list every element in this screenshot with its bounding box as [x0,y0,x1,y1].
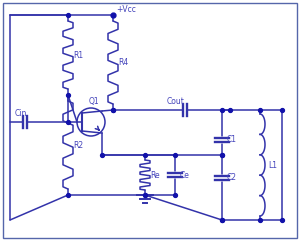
FancyBboxPatch shape [3,3,297,238]
Text: L1: L1 [268,161,277,169]
Text: Q1: Q1 [89,97,100,106]
Text: Ce: Ce [180,170,190,180]
Text: R4: R4 [118,58,128,67]
Text: R2: R2 [73,141,83,149]
Text: C2: C2 [227,174,237,182]
Text: C1: C1 [227,135,237,145]
Text: Cin: Cin [15,108,27,118]
Text: Re: Re [150,170,160,180]
Text: Cout: Cout [167,96,185,106]
Text: +Vcc: +Vcc [116,5,136,14]
Text: R1: R1 [73,51,83,60]
